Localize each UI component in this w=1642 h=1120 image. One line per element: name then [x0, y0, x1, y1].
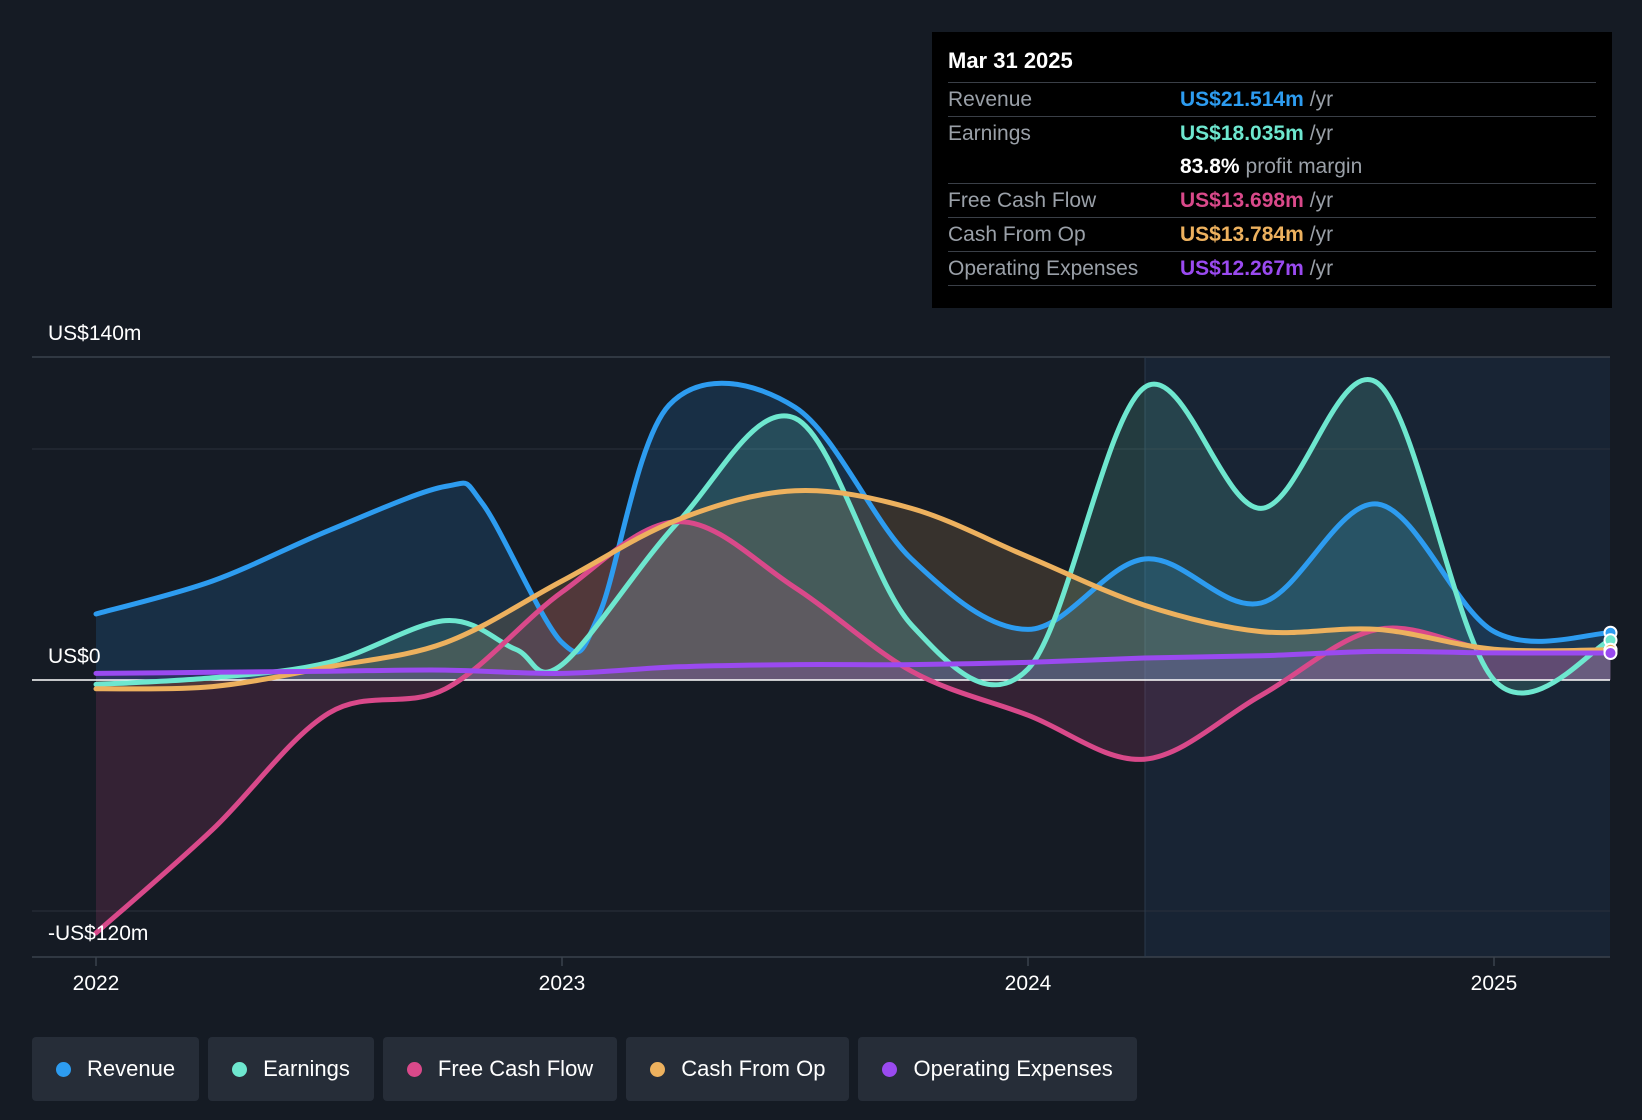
tooltip-row: Revenue US$21.514m/yr: [948, 82, 1596, 116]
cash-from-op-area: [96, 490, 1611, 689]
tooltip-row-unit: /yr: [1309, 188, 1334, 212]
tooltip-row-label: Revenue: [948, 87, 1033, 111]
legend-item-label: Revenue: [87, 1056, 176, 1081]
earnings-area: [96, 379, 1611, 694]
tooltip-row-value: 83.8%: [1180, 154, 1240, 178]
x-tick-label: 2022: [73, 972, 120, 995]
legend: Revenue Earnings Free Cash Flow Cash From O…: [32, 1037, 1137, 1101]
tooltip-row-unit: /yr: [1309, 87, 1334, 111]
earnings-line: [93, 377, 1613, 696]
legend-item-cash-from-op[interactable]: Cash From Op: [626, 1037, 850, 1101]
revenue-area: [96, 383, 1611, 680]
legend-dot-icon: [882, 1061, 898, 1077]
tooltip-row-value: US$12.267m: [1180, 256, 1304, 280]
legend-dot-icon: [232, 1061, 248, 1077]
tooltip-row: Cash From Op US$13.784m/yr: [948, 217, 1596, 251]
financial-chart: US$140m US$0 -US$120m 2022 2023 2024 2025: [32, 322, 1618, 995]
revenue-line: [93, 380, 1613, 655]
tooltip-row-label: Earnings: [948, 121, 1031, 145]
legend-item-label: Operating Expenses: [913, 1056, 1113, 1081]
legend-item-label: Free Cash Flow: [437, 1056, 594, 1081]
tooltip-row: Operating Expenses US$12.267m/yr: [948, 251, 1596, 285]
tooltip-row: Free Cash Flow US$13.698m/yr: [948, 183, 1596, 217]
legend-dot-icon: [56, 1061, 71, 1077]
tooltip-row-value: US$13.698m: [1180, 188, 1304, 212]
tooltip-row-label: Free Cash Flow: [948, 188, 1097, 212]
tooltip-row-unit: /yr: [1309, 121, 1334, 145]
legend-item-label: Earnings: [263, 1056, 350, 1081]
tooltip-row: 83.8% profit margin: [948, 150, 1596, 183]
legend-item-free-cash-flow[interactable]: Free Cash Flow: [382, 1037, 618, 1101]
tooltip-divider: [948, 285, 1596, 286]
free-cash-flow-line: [93, 519, 1613, 936]
y-tick-label-zero: US$0: [48, 645, 101, 668]
legend-item-earnings[interactable]: Earnings: [208, 1037, 374, 1101]
operating-expenses-line: [93, 648, 1613, 676]
y-tick-label-top: US$140m: [48, 322, 141, 345]
tooltip-row-unit: /yr: [1309, 256, 1334, 280]
tooltip-row-label: Cash From Op: [948, 222, 1086, 246]
legend-item-operating-expenses[interactable]: Operating Expenses: [858, 1037, 1137, 1101]
tooltip-row-value: US$21.514m: [1180, 87, 1304, 111]
x-tick-label: 2025: [1471, 972, 1518, 995]
tooltip-rows: Revenue US$21.514m/yr Earnings US$18.035m/y…: [948, 82, 1596, 285]
x-tick-label: 2023: [539, 972, 586, 995]
y-tick-label-bottom: -US$120m: [48, 922, 148, 945]
series-lines: [93, 377, 1613, 936]
tooltip-row-unit: /yr: [1309, 222, 1334, 246]
tooltip-row-unit: profit margin: [1245, 154, 1363, 178]
legend-dot-icon: [650, 1061, 666, 1077]
legend-dot-icon: [406, 1061, 422, 1077]
x-tick-label: 2024: [1005, 972, 1052, 995]
tooltip-row-label: Operating Expenses: [948, 256, 1139, 280]
legend-item-revenue[interactable]: Revenue: [32, 1037, 200, 1101]
series-end-dots: [1603, 625, 1618, 660]
operating-expenses-end-point: [1603, 646, 1618, 660]
cash-from-op-line: [93, 488, 1613, 692]
legend-item-label: Cash From Op: [681, 1056, 826, 1081]
x-axis-ticks: 2022 2023 2024 2025: [73, 957, 1518, 995]
tooltip-row-value: US$13.784m: [1180, 222, 1304, 246]
tooltip-panel: Mar 31 2025 Revenue US$21.514m/yr Earnings…: [932, 32, 1612, 308]
tooltip-date: Mar 31 2025: [948, 48, 1073, 73]
tooltip-row-value: US$18.035m: [1180, 121, 1304, 145]
tooltip-row: Earnings US$18.035m/yr: [948, 116, 1596, 150]
